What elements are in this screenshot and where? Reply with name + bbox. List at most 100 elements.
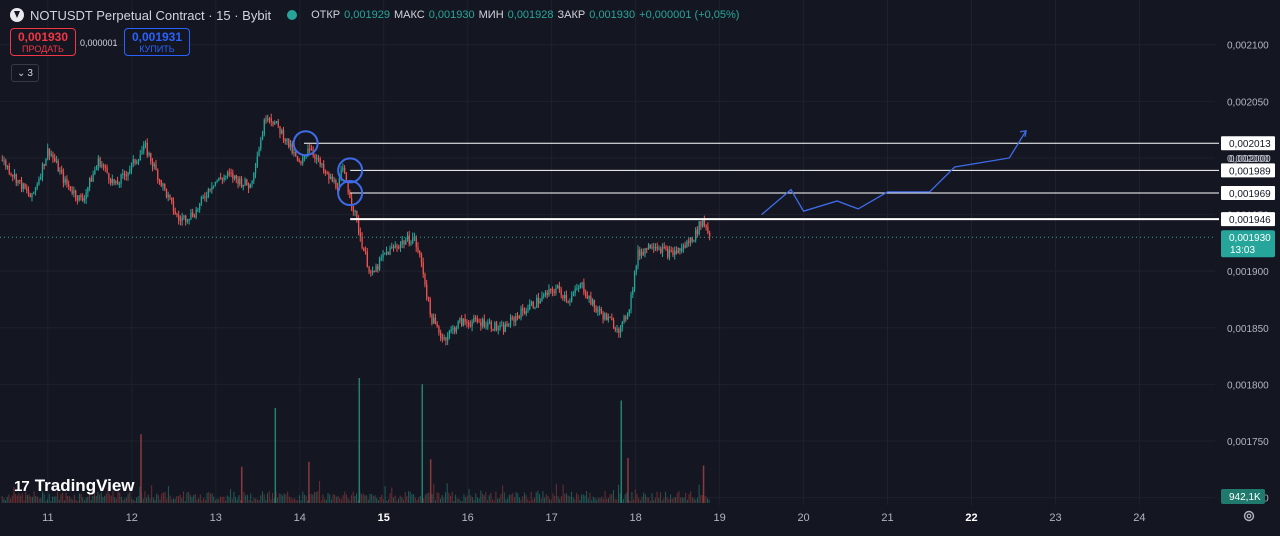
tradingview-logo[interactable]: 17 TradingView	[14, 476, 135, 496]
candle-body	[469, 325, 472, 327]
candle-body	[199, 203, 201, 210]
volume-bar	[572, 497, 574, 503]
candle-body	[527, 309, 529, 312]
candle-body	[251, 180, 253, 184]
settings-gear-icon[interactable]	[1242, 509, 1256, 523]
volume-bar	[505, 499, 507, 503]
y-tick-label: 0,002050	[1227, 97, 1269, 108]
volume-bar	[698, 484, 700, 503]
volume-bar	[10, 498, 12, 503]
volume-bar	[320, 500, 322, 503]
volume-bar	[198, 498, 200, 503]
candle-body	[612, 320, 615, 329]
candle-body	[504, 323, 506, 332]
volume-bar	[685, 492, 687, 503]
y-partial-label: 0,002000	[1229, 154, 1271, 165]
volume-bar	[251, 500, 253, 503]
volume-bar	[115, 498, 117, 503]
candle-body	[427, 297, 430, 300]
volume-bar	[94, 484, 96, 503]
volume-bar	[379, 496, 381, 503]
candle-body	[328, 173, 330, 179]
volume-bar	[398, 498, 400, 503]
candle-body	[459, 318, 461, 322]
candle-body	[429, 299, 431, 315]
candle-body	[12, 174, 14, 177]
candle-body	[92, 173, 94, 182]
candle-body	[335, 180, 337, 188]
candle-body	[109, 179, 112, 183]
volume-bar	[503, 492, 505, 503]
volume-bar	[668, 499, 670, 503]
candle-body	[17, 179, 19, 184]
volume-bar	[354, 495, 356, 503]
volume-bar	[330, 499, 332, 503]
volume-bar	[458, 498, 460, 503]
volume-bar	[203, 497, 205, 503]
volume-bar	[171, 499, 173, 503]
candle-body	[106, 167, 108, 174]
last-price-box	[1221, 230, 1275, 258]
volume-bar	[226, 495, 228, 503]
volume-bar	[188, 491, 190, 503]
level-label-box	[1221, 212, 1275, 227]
candle-body	[602, 313, 604, 320]
volume-bar	[213, 496, 215, 503]
candle-body	[275, 121, 278, 123]
volume-bar	[124, 498, 126, 503]
volume-bar	[367, 499, 369, 503]
volume-bar	[419, 495, 421, 503]
candle-body	[621, 322, 623, 327]
candle-body	[534, 307, 536, 309]
volume-bar	[35, 496, 37, 503]
sell-button[interactable]: 0,001930 ПРОДАТЬ	[10, 28, 76, 56]
candle-body	[558, 285, 561, 290]
volume-bar	[633, 499, 635, 503]
candle-body	[366, 252, 368, 267]
candle-body	[50, 154, 52, 156]
candle-body	[113, 179, 115, 184]
x-tick-label: 21	[881, 512, 893, 524]
volume-bar	[445, 492, 447, 503]
volume-bar	[371, 494, 373, 503]
candle-body	[656, 247, 658, 249]
volume-bar	[626, 492, 628, 503]
volume-bar	[6, 496, 8, 503]
candle-body	[282, 129, 285, 140]
volume-bar	[25, 492, 27, 503]
candle-body	[3, 160, 5, 162]
volume-bar	[403, 499, 405, 503]
volume-bar	[149, 498, 151, 503]
candle-body	[144, 143, 147, 145]
candle-body	[705, 225, 707, 228]
high-label: МАКС	[394, 9, 425, 21]
volume-bar	[33, 491, 35, 503]
x-tick-label: 14	[294, 512, 306, 524]
candle-body	[185, 215, 187, 222]
candle-body	[467, 322, 470, 326]
symbol-title[interactable]: NOTUSDT Perpetual Contract · 15 · Bybit	[30, 7, 272, 23]
candle-body	[143, 144, 145, 151]
volume-bar	[376, 498, 378, 503]
candle-body	[316, 158, 318, 160]
candle-body	[164, 183, 166, 189]
volume-bar	[525, 495, 527, 503]
volume-bar	[374, 495, 376, 503]
candle-body	[104, 166, 107, 168]
candle-body	[118, 183, 120, 185]
candle-body	[419, 251, 421, 255]
volume-bar	[389, 493, 391, 503]
indicators-toggle-button[interactable]: ⌄ 3	[11, 64, 39, 82]
candle-body	[485, 326, 487, 328]
buy-button[interactable]: 0,001931 КУПИТЬ	[124, 28, 190, 56]
candle-body	[693, 240, 695, 242]
candle-body	[443, 337, 445, 339]
volume-bar	[303, 494, 305, 503]
candle-body	[232, 173, 234, 179]
candle-body	[660, 248, 662, 253]
candle-body	[448, 330, 451, 337]
volume-bar	[314, 491, 316, 503]
volume-bar	[537, 490, 539, 503]
candle-body	[319, 158, 321, 165]
